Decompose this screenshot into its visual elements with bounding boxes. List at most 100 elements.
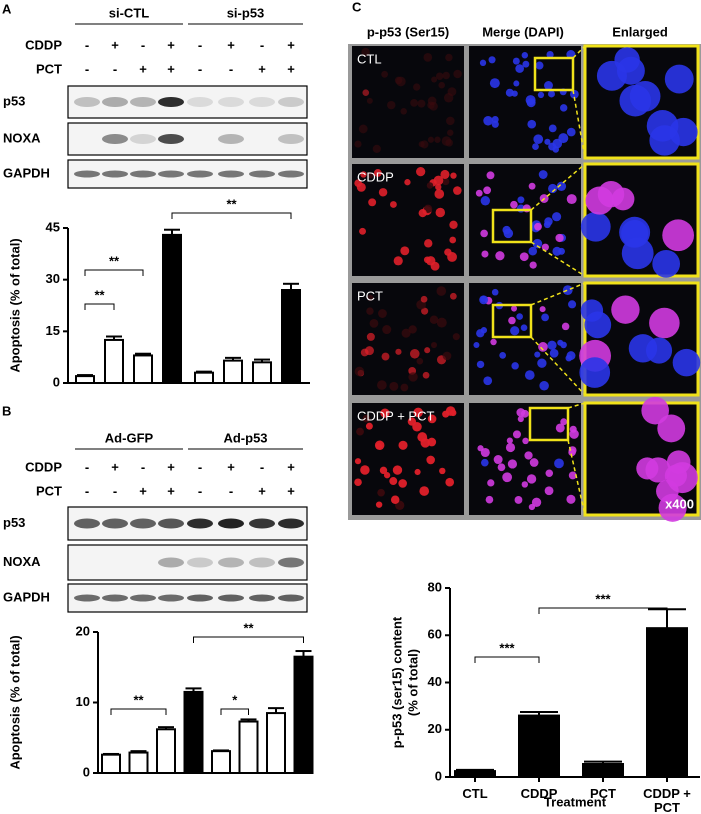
- nucleus: [516, 313, 523, 320]
- condition-sign: +: [111, 459, 119, 474]
- nucleus: [475, 189, 483, 197]
- band: [102, 97, 128, 107]
- band-label: p53: [3, 515, 25, 530]
- nucleus: [400, 108, 407, 115]
- nucleus: [354, 478, 362, 487]
- nucleus: [390, 201, 397, 208]
- nucleus: [566, 351, 576, 361]
- zoom-guide: [572, 89, 586, 159]
- condition-sign: -: [198, 459, 202, 474]
- nucleus: [480, 196, 491, 206]
- panel-label: C: [352, 0, 362, 14]
- band: [130, 97, 156, 107]
- band: [218, 170, 244, 178]
- nucleus: [421, 307, 429, 315]
- nucleus: [611, 187, 635, 211]
- nucleus: [488, 56, 496, 64]
- y-tick-label: 20: [76, 623, 90, 638]
- condition-sign: -: [229, 61, 233, 76]
- nucleus: [499, 352, 507, 359]
- band: [278, 134, 304, 144]
- nucleus: [641, 396, 669, 425]
- nucleus: [546, 51, 554, 59]
- magnification-label: x400: [665, 496, 694, 511]
- band: [130, 518, 156, 529]
- nucleus: [525, 95, 536, 106]
- nucleus: [529, 458, 539, 467]
- condition-sign: +: [167, 459, 175, 474]
- nucleus: [395, 348, 402, 355]
- bar: [162, 233, 182, 384]
- condition-sign: -: [141, 459, 145, 474]
- nucleus: [358, 124, 368, 134]
- nucleus: [559, 104, 568, 112]
- significance-label: **: [133, 692, 144, 707]
- nucleus: [434, 136, 441, 143]
- condition-sign: -: [198, 37, 202, 52]
- nucleus: [360, 348, 369, 357]
- nucleus: [360, 465, 370, 475]
- nucleus: [555, 423, 565, 433]
- y-tick-label: 45: [46, 219, 60, 234]
- nucleus: [569, 425, 577, 433]
- nucleus: [534, 222, 542, 231]
- nucleus: [524, 370, 535, 380]
- nucleus: [361, 47, 370, 57]
- band: [278, 170, 304, 178]
- nucleus: [427, 96, 437, 106]
- band: [249, 97, 275, 107]
- zoom-box: [491, 208, 533, 244]
- nucleus: [580, 299, 604, 322]
- nucleus: [645, 337, 673, 364]
- nucleus: [537, 91, 545, 99]
- band: [74, 170, 100, 178]
- nucleus: [533, 134, 544, 145]
- nucleus: [558, 247, 565, 255]
- x-axis-label: Treatment: [544, 794, 607, 809]
- nucleus: [544, 217, 553, 226]
- band: [187, 594, 213, 602]
- nucleus: [510, 200, 518, 209]
- significance-label: **: [243, 620, 254, 635]
- nucleus: [373, 169, 382, 177]
- condition-sign: -: [113, 61, 117, 76]
- band: [218, 518, 244, 529]
- nucleus: [362, 89, 370, 96]
- group-label: si-p53: [227, 5, 265, 20]
- condition-sign: +: [167, 37, 175, 52]
- condition-sign: +: [227, 37, 235, 52]
- nucleus: [580, 211, 611, 242]
- band: [102, 134, 128, 144]
- band: [278, 518, 304, 529]
- nucleus: [519, 252, 529, 262]
- nucleus: [354, 366, 365, 377]
- nucleus: [486, 171, 495, 180]
- significance-label: **: [109, 253, 120, 268]
- nucleus: [365, 422, 373, 430]
- condition-sign: -: [85, 483, 89, 498]
- nucleus: [413, 407, 424, 418]
- panel-label: A: [2, 1, 12, 16]
- nucleus: [483, 376, 493, 386]
- nucleus: [552, 212, 562, 222]
- bar: [194, 371, 214, 384]
- significance-bracket: [84, 269, 144, 276]
- bar: [104, 338, 124, 385]
- x-tick-label: CDDP + PCT: [643, 786, 691, 814]
- band: [130, 594, 156, 602]
- band: [102, 518, 128, 529]
- band: [249, 594, 275, 602]
- nucleus: [579, 357, 611, 388]
- nucleus: [367, 172, 374, 179]
- bar: [75, 375, 95, 385]
- bar: [646, 627, 688, 778]
- nucleus: [524, 451, 533, 460]
- nucleus: [366, 97, 373, 104]
- zoom-box: [528, 406, 570, 442]
- nucleus: [429, 315, 439, 324]
- nucleus: [442, 177, 450, 186]
- nucleus: [447, 252, 457, 262]
- nucleus: [538, 342, 548, 352]
- nucleus: [657, 414, 686, 443]
